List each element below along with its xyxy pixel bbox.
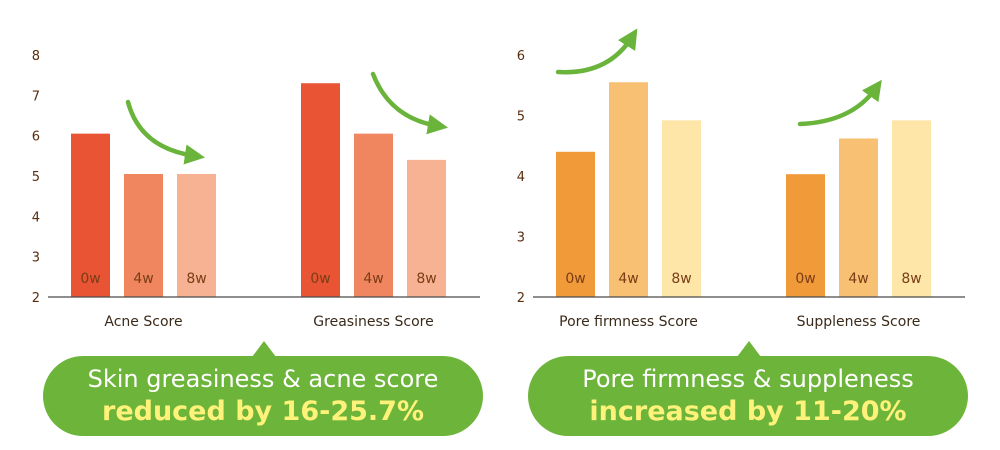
- right-y-tick-label: 2: [517, 291, 525, 306]
- banner-left-background: [43, 356, 483, 436]
- right-bar: [839, 138, 878, 297]
- banner-left: Skin greasiness & acne score reduced by …: [43, 341, 483, 436]
- right-y-tick-label: 4: [517, 170, 525, 185]
- left-y-tick-label: 4: [32, 210, 40, 225]
- left-y-tick-label: 5: [32, 170, 40, 185]
- left-y-tick-label: 2: [32, 291, 40, 306]
- left-bar-label: 8w: [186, 271, 206, 287]
- left-bar: [124, 173, 163, 297]
- left-bar-label: 0w: [310, 271, 330, 287]
- right-bar-label: 4w: [848, 271, 868, 287]
- left-bar-label: 4w: [133, 271, 153, 287]
- right-bar: [786, 174, 825, 297]
- left-y-tick-label: 8: [32, 49, 40, 64]
- banner-right-pointer: [737, 341, 761, 357]
- right-y-tick-label: 5: [517, 110, 525, 125]
- banner-left-line2: reduced by 16-25.7%: [102, 396, 424, 427]
- left-bar: [301, 83, 340, 297]
- banner-left-pointer: [252, 341, 276, 357]
- left-category-label: Greasiness Score: [313, 314, 433, 330]
- right-bar-label: 8w: [671, 271, 691, 287]
- banner-left-line1: Skin greasiness & acne score: [88, 365, 439, 393]
- right-bar-label: 0w: [565, 271, 585, 287]
- left-bar: [71, 133, 110, 297]
- pore-firmness-trend-arrow: [555, 28, 638, 75]
- left-bar-label: 4w: [363, 271, 383, 287]
- right-y-tick-label: 6: [517, 49, 525, 64]
- left-bar: [407, 159, 446, 297]
- left-category-label: Acne Score: [104, 314, 182, 330]
- left-bar: [177, 173, 216, 297]
- left-bar-label: 8w: [416, 271, 436, 287]
- suppleness-trend-arrow: [797, 79, 882, 127]
- left-bar: [354, 133, 393, 297]
- right-y-tick-label: 3: [517, 231, 525, 246]
- right-bar-label: 8w: [901, 271, 921, 287]
- banner-right-line2: increased by 11-20%: [589, 396, 906, 427]
- left-chart-panel: 2 3 4 5 6 7 8 0w 4w 8w Acne Score 0w 4w 8w Greasiness …: [32, 49, 480, 330]
- right-bar-label: 4w: [618, 271, 638, 287]
- left-y-tick-label: 6: [32, 130, 40, 145]
- banner-right: Pore firmness & suppleness increased by …: [528, 341, 968, 436]
- right-category-label: Pore firmness Score: [559, 314, 698, 330]
- right-bar: [662, 120, 701, 297]
- left-y-tick-label: 7: [32, 89, 40, 104]
- right-chart-panel: 2 3 4 5 6 0w 4w 8w Pore firmness Score 0w 4w 8w Supp…: [517, 49, 965, 330]
- right-bar: [556, 151, 595, 297]
- trend-arrows: [125, 28, 882, 165]
- right-category-label: Suppleness Score: [797, 314, 921, 330]
- acne-trend-arrow: [125, 99, 206, 165]
- banner-right-line1: Pore firmness & suppleness: [582, 365, 914, 393]
- right-bar-label: 0w: [795, 271, 815, 287]
- greasiness-trend-arrow: [370, 71, 448, 135]
- left-bar-label: 0w: [80, 271, 100, 287]
- banner-right-background: [528, 356, 968, 436]
- left-y-tick-label: 3: [32, 251, 40, 266]
- right-bar: [609, 82, 648, 297]
- right-bar: [892, 120, 931, 297]
